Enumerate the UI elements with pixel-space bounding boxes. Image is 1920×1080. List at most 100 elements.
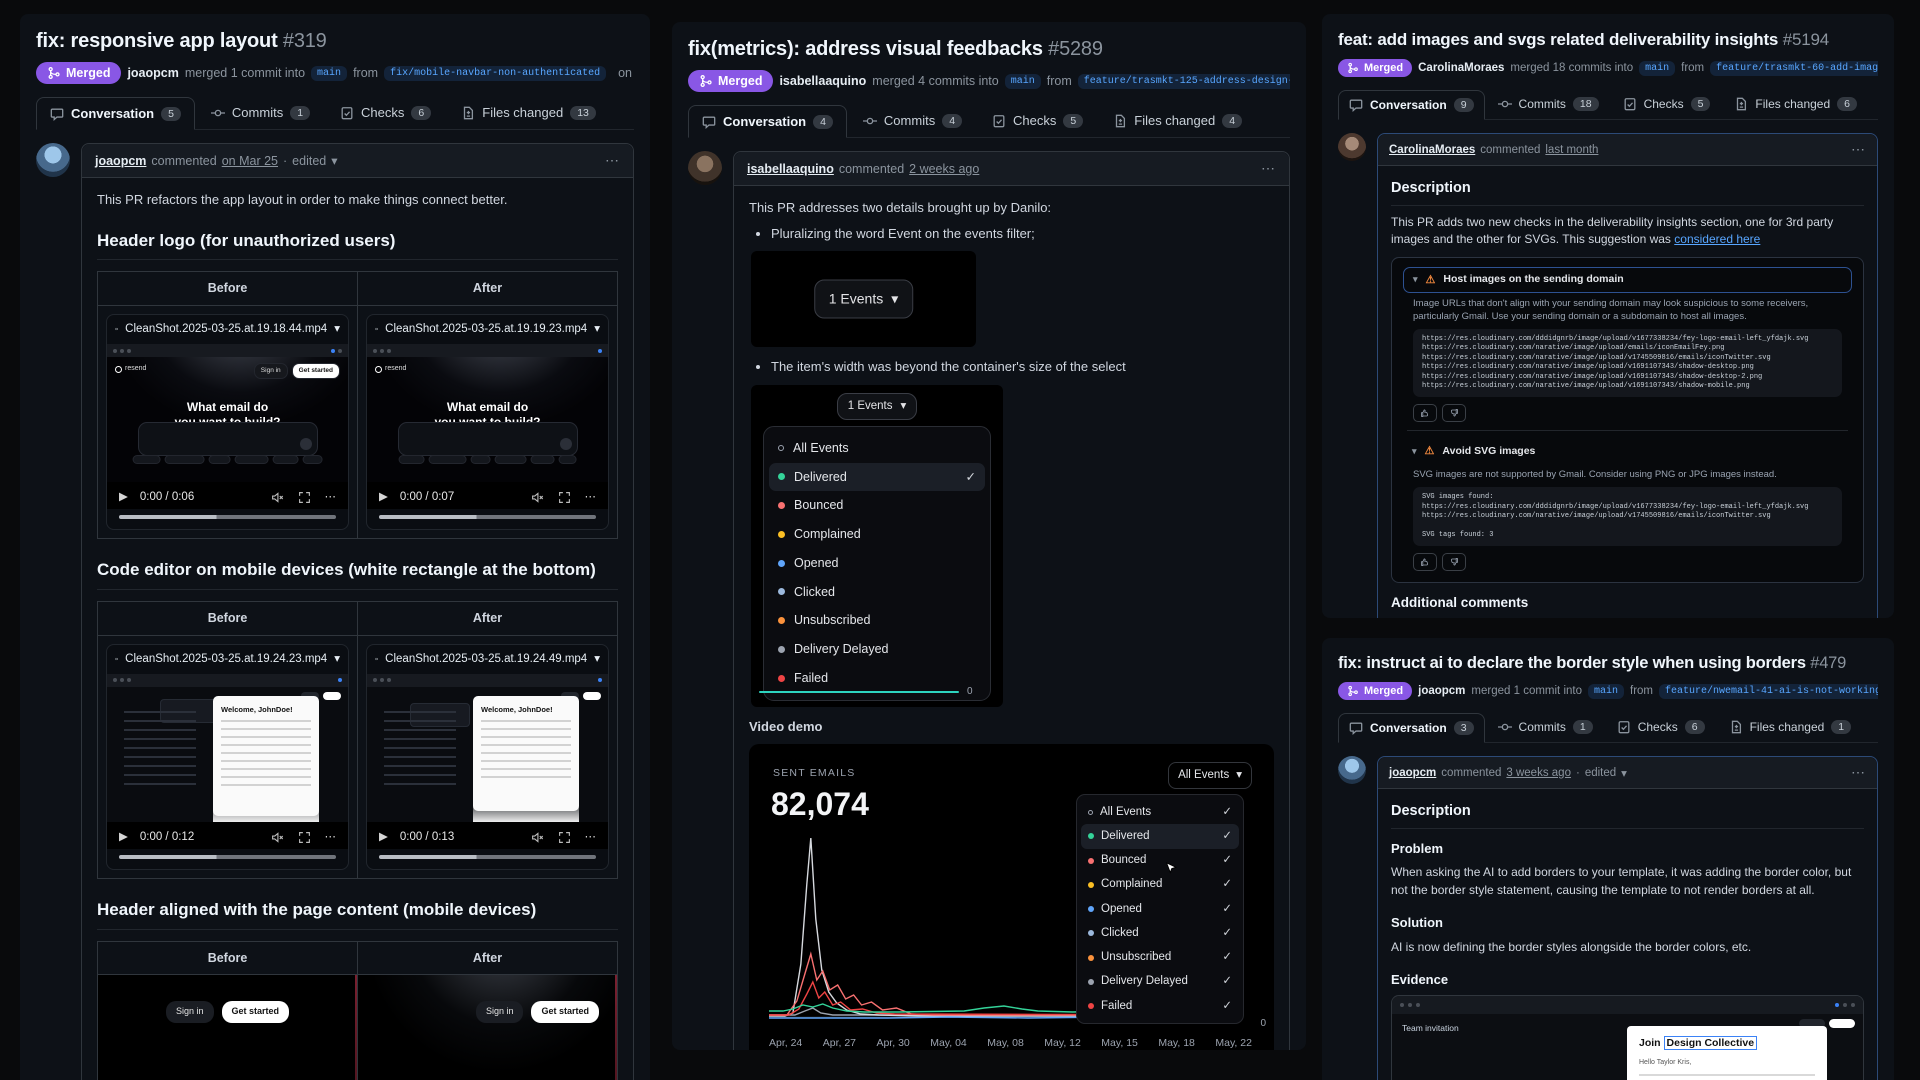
tab-files-changed[interactable]: Files changed 1 [1718,712,1863,742]
video-options-icon[interactable]: ⋯ [584,830,597,843]
edited-dropdown-icon[interactable]: ▾ [1621,767,1627,780]
tab-checks[interactable]: Checks 5 [1612,89,1722,119]
avatar[interactable] [1338,133,1366,161]
pr-author-link[interactable]: joaopcm [127,66,179,80]
mute-icon[interactable] [531,831,544,844]
video-filename-toggle[interactable]: CleanShot.2025-03-25.at.19.19.23.mp4 ▾ [367,315,608,344]
comment-options-icon[interactable]: ⋯ [605,152,620,168]
video-progress-bar[interactable] [379,515,596,520]
fullscreen-icon[interactable] [298,491,311,504]
tab-files-changed[interactable]: Files changed 13 [447,96,610,129]
comment-date-link[interactable]: 3 weeks ago [1506,766,1571,779]
video-player: CleanShot.2025-03-25.at.19.24.49.mp4 ▾ We… [366,643,609,870]
dropdown-item: All Events [764,434,990,463]
video-filename-toggle[interactable]: CleanShot.2025-03-25.at.19.24.23.mp4 ▾ [107,645,348,674]
base-branch-chip[interactable]: main [1588,683,1625,699]
edited-dropdown-icon[interactable]: ▾ [331,154,338,168]
play-button[interactable]: ▶ [119,830,128,843]
avatar[interactable] [688,151,722,185]
tab-conversation[interactable]: Conversation 3 [1338,713,1485,743]
email-body-lines [1639,1073,1815,1080]
video-frame[interactable]: Welcome, JohnDoe! [367,673,608,822]
video-options-icon[interactable]: ⋯ [584,491,597,503]
page-title: fix: responsive app layout #319 [36,30,327,52]
base-branch-chip[interactable]: main [1639,60,1676,76]
pr-tabs: Conversation 9 Commits 18 Checks 5 Files ch… [1338,89,1878,120]
event-dot [778,473,785,481]
head-branch-chip[interactable]: feature/nwemail-41-ai-is-not-working-pro… [1659,683,1878,699]
fullscreen-icon[interactable] [298,831,311,844]
video-options-icon[interactable]: ⋯ [324,830,337,843]
tab-commits[interactable]: Commits 4 [849,104,976,137]
video-filename-toggle[interactable]: CleanShot.2025-03-25.at.19.24.49.mp4 ▾ [367,645,608,674]
video-progress-bar[interactable] [379,855,596,859]
comment-author-link[interactable]: isabellaaquino [747,161,834,176]
video-frame[interactable]: resend What email doyou want to build? [367,344,608,482]
tab-checks[interactable]: Checks 6 [1606,712,1716,742]
comment-date-link[interactable]: on Mar 25 [221,153,278,168]
pr-meta: Merged joaopcm merged 1 commit into main… [36,62,634,84]
mute-icon[interactable] [271,491,284,504]
tab-commits[interactable]: Commits 18 [1487,89,1610,119]
comment-options-icon[interactable]: ⋯ [1851,764,1866,780]
considered-here-link[interactable]: considered here [1674,232,1761,247]
play-button[interactable]: ▶ [379,830,388,843]
tab-conversation[interactable]: Conversation 9 [1338,90,1485,120]
fullscreen-icon[interactable] [558,831,571,844]
base-branch-chip[interactable]: main [311,65,348,81]
chart-line-fragment [759,690,959,693]
comment-author-link[interactable]: joaopcm [95,153,147,168]
comment-author-link[interactable]: joaopcm [1389,766,1437,779]
comment-date-link[interactable]: 2 weeks ago [909,161,980,176]
browser-chrome [367,344,608,357]
demo-events-dropdown: All Events ✓ Delivered ✓ Bounced ✓ Complain… [1076,794,1244,1025]
dropdown-item-hovered: Delivered ✓ [1081,824,1239,849]
comment-options-icon[interactable]: ⋯ [1851,141,1866,157]
fullscreen-icon[interactable] [558,491,571,504]
mute-icon[interactable] [531,491,544,504]
play-button[interactable]: ▶ [119,491,128,503]
all-events-filter-button: All Events ▾ [1168,762,1252,790]
series-delivery-delayed [769,1007,1227,1016]
pr-author-link[interactable]: joaopcm [1418,685,1466,697]
play-button[interactable]: ▶ [379,491,388,503]
comment-author-link[interactable]: CarolinaMoraes [1389,143,1476,156]
tab-conversation[interactable]: Conversation 5 [36,97,195,130]
base-branch-chip[interactable]: main [1004,73,1041,89]
mute-icon[interactable] [271,831,284,844]
dropdown-item: Opened [764,549,990,578]
pr-tabs: Conversation 3 Commits 1 Checks 6 Files cha… [1338,712,1878,743]
insight-body: SVG images are not supported by Gmail. C… [1413,468,1777,480]
avatar[interactable] [1338,756,1366,784]
tab-checks[interactable]: Checks 6 [326,96,445,129]
comment-intro: This PR refactors the app layout in orde… [97,192,508,207]
problem-heading: Problem [1391,840,1444,856]
video-options-icon[interactable]: ⋯ [324,491,337,503]
page-title: fix: instruct ai to declare the border s… [1338,654,1847,672]
tab-checks[interactable]: Checks 5 [978,104,1097,137]
tab-files-changed[interactable]: Files changed 4 [1099,104,1256,137]
video-filename-toggle[interactable]: CleanShot.2025-03-25.at.19.18.44.mp4 ▾ [107,315,348,344]
demo-video-player[interactable]: SENT EMAILS 82,074 All Events ▾ 0 A [749,744,1274,1050]
head-branch-chip[interactable]: feature/trasmkt-60-add-images-and-svgs-r… [1710,60,1878,76]
head-branch-chip[interactable]: fix/mobile-navbar-non-authenticated [384,65,607,81]
merge-action-text: merged 4 commits into [872,74,999,88]
comment-date-link[interactable]: last month [1545,143,1599,156]
tab-conversation[interactable]: Conversation 4 [688,105,847,138]
tab-files-changed[interactable]: Files changed 6 [1723,89,1868,119]
signin-button: Sign in [475,1001,524,1023]
pr-author-link[interactable]: CarolinaMoraes [1418,62,1505,74]
video-progress-bar[interactable] [119,515,336,520]
pr-author-link[interactable]: isabellaaquino [779,74,867,88]
tab-commits[interactable]: Commits 1 [197,96,324,129]
video-frame[interactable]: Welcome, JohnDoe! [107,673,348,822]
avatar[interactable] [36,143,70,177]
pr-description-comment: CarolinaMoraes commented last month ⋯ De… [1338,133,1878,618]
comment-options-icon[interactable]: ⋯ [1261,160,1276,176]
tab-commits[interactable]: Commits 1 [1487,712,1604,742]
head-branch-chip[interactable]: feature/trasmkt-125-address-design-visua… [1077,73,1290,89]
video-progress-bar[interactable] [119,855,336,859]
